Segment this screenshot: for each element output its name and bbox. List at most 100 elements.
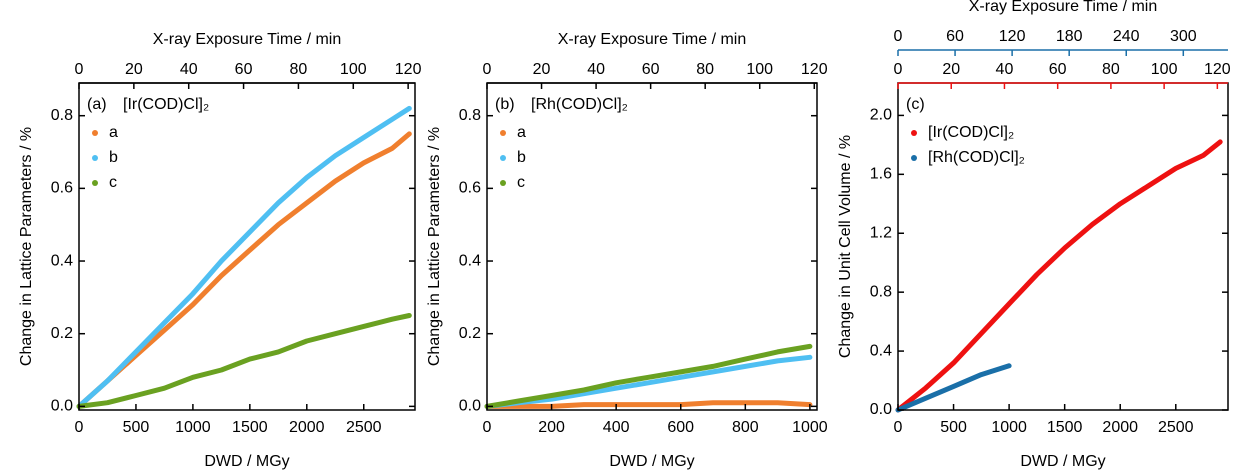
- data-line: [76, 313, 412, 409]
- top-tick-label: 240: [1113, 28, 1140, 45]
- legend-label: [Ir(COD)Cl]₂: [928, 124, 1014, 141]
- x-axis-title: DWD / MGy: [204, 453, 289, 470]
- top-tick-label: 60: [1049, 61, 1067, 78]
- y-tick-label: 0.2: [459, 325, 481, 342]
- top-tick-label: 40: [587, 61, 605, 78]
- legend-marker: [92, 130, 98, 136]
- legend-marker: [92, 155, 98, 161]
- top-tick-label: 80: [290, 61, 308, 78]
- x-tick-label: 1500: [1047, 419, 1083, 436]
- x-tick-label: 600: [667, 419, 694, 436]
- x-tick-label: 500: [123, 419, 150, 436]
- top-axis-title: X-ray Exposure Time / min: [969, 0, 1158, 15]
- y-tick-label: 0.0: [51, 398, 73, 415]
- top-tick-label: 20: [125, 61, 143, 78]
- top-tick-label: 80: [696, 61, 714, 78]
- x-tick-label: 800: [732, 419, 759, 436]
- x-tick-label: 200: [538, 419, 565, 436]
- data-line: [895, 139, 1223, 413]
- legend-label: b: [109, 149, 118, 166]
- legend-marker: [911, 130, 917, 136]
- top-tick-label: 0: [894, 28, 903, 45]
- panel-label: (c): [906, 96, 925, 113]
- panel-title: [Ir(COD)Cl]₂: [123, 96, 209, 113]
- y-tick-label: 0.6: [459, 180, 481, 197]
- top-tick-label: 0: [483, 61, 492, 78]
- x-tick-label: 2500: [346, 419, 382, 436]
- data-line: [895, 363, 1012, 413]
- x-tick-label: 1000: [792, 419, 828, 436]
- x-tick-label: 2000: [289, 419, 325, 436]
- y-tick-label: 0.6: [51, 180, 73, 197]
- x-tick-label: 0: [483, 419, 492, 436]
- top-tick-label: 40: [996, 61, 1014, 78]
- x-tick-label: 0: [75, 419, 84, 436]
- legend-marker: [92, 180, 98, 186]
- top-tick-label: 60: [235, 61, 253, 78]
- top-tick-label: 0: [75, 61, 84, 78]
- top-tick-label: 100: [340, 61, 367, 78]
- top-tick-label: 0: [894, 61, 903, 78]
- x-tick-label: 2000: [1102, 419, 1138, 436]
- data-line: [76, 105, 412, 409]
- legend-label: [Rh(COD)Cl]₂: [928, 149, 1025, 166]
- y-tick-label: 0.4: [51, 252, 73, 269]
- x-tick-label: 1000: [175, 419, 211, 436]
- y-axis-title: Change in Lattice Parameters / %: [18, 127, 35, 366]
- x-tick-label: 2500: [1158, 419, 1194, 436]
- top-tick-label: 120: [999, 28, 1026, 45]
- top-tick-label: 20: [533, 61, 551, 78]
- y-tick-label: 0.2: [51, 325, 73, 342]
- top-tick-label: 20: [942, 61, 960, 78]
- y-tick-label: 0.8: [459, 107, 481, 124]
- top-axis-title: X-ray Exposure Time / min: [558, 31, 747, 48]
- top-tick-label: 100: [1151, 61, 1178, 78]
- legend-label: c: [517, 174, 525, 191]
- y-tick-label: 1.2: [870, 224, 892, 241]
- y-tick-label: 0.8: [51, 107, 73, 124]
- legend-label: b: [517, 149, 526, 166]
- y-tick-label: 2.0: [870, 107, 892, 124]
- x-axis-title: DWD / MGy: [1020, 453, 1105, 470]
- legend-label: a: [517, 124, 526, 141]
- top-tick-label: 120: [1204, 61, 1231, 78]
- x-tick-label: 0: [894, 419, 903, 436]
- legend-marker: [500, 155, 506, 161]
- y-axis-title: Change in Unit Cell Volume / %: [837, 135, 854, 358]
- y-axis-title: Change in Lattice Parameters / %: [426, 127, 443, 366]
- top-tick-label: 300: [1170, 28, 1197, 45]
- panel-label: (a): [87, 96, 107, 113]
- data-line: [484, 400, 813, 409]
- x-tick-label: 400: [603, 419, 630, 436]
- panel-label: (b): [495, 96, 515, 113]
- y-tick-label: 0.4: [459, 252, 481, 269]
- legend-label: a: [109, 124, 118, 141]
- top-tick-label: 60: [946, 28, 964, 45]
- top-tick-label: 120: [395, 61, 422, 78]
- panel-title: [Rh(COD)Cl]₂: [531, 96, 628, 113]
- y-tick-label: 0.8: [870, 283, 892, 300]
- data-line: [484, 354, 813, 409]
- top-tick-label: 180: [1056, 28, 1083, 45]
- x-axis-title: DWD / MGy: [609, 453, 694, 470]
- top-tick-label: 40: [180, 61, 198, 78]
- top-tick-label: 120: [801, 61, 828, 78]
- y-tick-label: 1.6: [870, 166, 892, 183]
- legend-marker: [500, 180, 506, 186]
- y-tick-label: 0.4: [870, 342, 892, 359]
- x-tick-label: 1500: [232, 419, 268, 436]
- x-tick-label: 1000: [991, 419, 1027, 436]
- y-tick-label: 0.0: [870, 401, 892, 418]
- top-tick-label: 80: [1102, 61, 1120, 78]
- top-tick-label: 60: [642, 61, 660, 78]
- y-tick-label: 0.0: [459, 398, 481, 415]
- x-tick-label: 500: [940, 419, 967, 436]
- legend-label: c: [109, 174, 117, 191]
- top-axis-title: X-ray Exposure Time / min: [153, 31, 342, 48]
- legend-marker: [500, 130, 506, 136]
- data-line: [76, 131, 412, 409]
- legend-marker: [911, 155, 917, 161]
- top-tick-label: 100: [746, 61, 773, 78]
- data-line: [484, 343, 813, 409]
